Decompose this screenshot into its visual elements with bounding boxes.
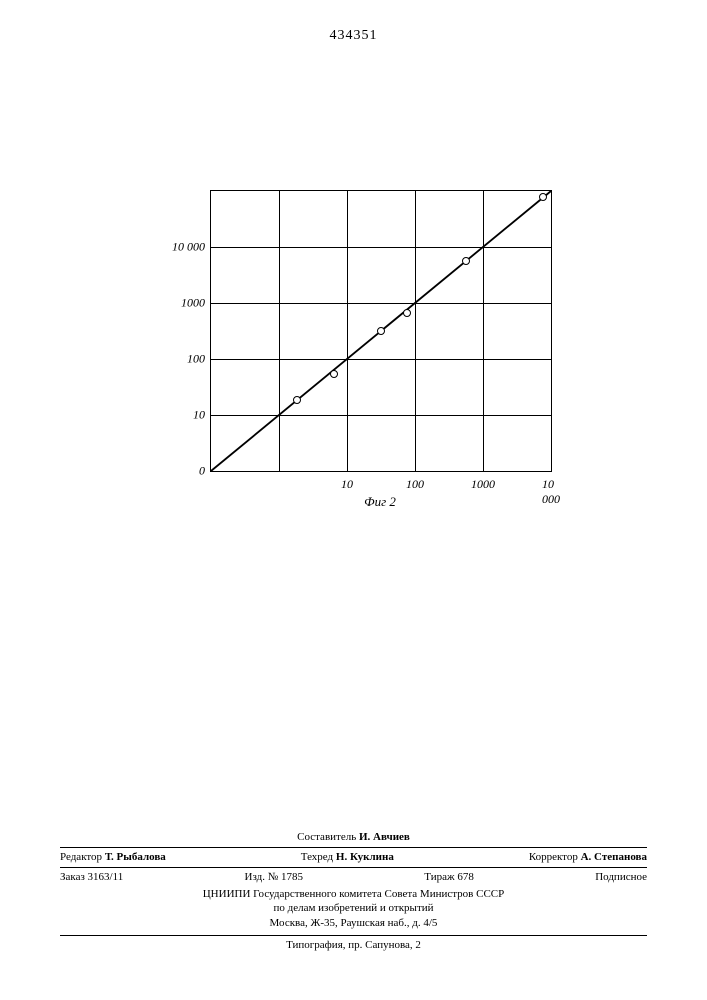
- y-tick-10000: 10 000: [145, 240, 205, 255]
- chart-plot-area: 0 10 100 1000 10 000 10 100 1000 10 000: [210, 190, 552, 472]
- y-tick-10: 10: [145, 408, 205, 423]
- corrector-label: Корректор: [529, 851, 578, 863]
- page-number: 434351: [0, 28, 707, 44]
- editor-name: Т. Рыбалова: [105, 851, 166, 863]
- x-tick-10000: 10 000: [542, 477, 560, 507]
- org-line-1: ЦНИИПИ Государственного комитета Совета …: [60, 887, 647, 902]
- org-line-2: по делам изобретений и открытий: [60, 901, 647, 916]
- y-tick-0: 0: [145, 464, 205, 479]
- editor-cell: Редактор Т. Рыбалова: [60, 850, 166, 865]
- typography-line: Типография, пр. Сапунова, 2: [60, 935, 647, 953]
- subscription: Подписное: [595, 870, 647, 885]
- print-run: Тираж 678: [424, 870, 474, 885]
- x-tick-10: 10: [341, 477, 353, 492]
- credits-row: Редактор Т. Рыбалова Техред Н. Куклина К…: [60, 847, 647, 868]
- data-point: [403, 309, 411, 317]
- editor-label: Редактор: [60, 851, 102, 863]
- techred-label: Техред: [301, 851, 333, 863]
- order-number: Заказ 3163/11: [60, 870, 123, 885]
- data-point: [462, 257, 470, 265]
- print-info-row: Заказ 3163/11 Изд. № 1785 Тираж 678 Подп…: [60, 868, 647, 887]
- x-tick-100: 100: [406, 477, 424, 492]
- techred-name: Н. Куклина: [336, 851, 394, 863]
- techred-cell: Техред Н. Куклина: [301, 850, 394, 865]
- x-tick-1000: 1000: [471, 477, 495, 492]
- corrector-cell: Корректор А. Степанова: [529, 850, 647, 865]
- org-address: Москва, Ж-35, Раушская наб., д. 4/5: [60, 916, 647, 931]
- data-point: [377, 327, 385, 335]
- chart-container: 0 10 100 1000 10 000 10 100 1000 10 000 …: [150, 190, 550, 510]
- data-point: [293, 396, 301, 404]
- y-tick-1000: 1000: [145, 296, 205, 311]
- data-point: [539, 193, 547, 201]
- compiler-line: Составитель И. Авчиев: [60, 830, 647, 847]
- compiler-label: Составитель: [297, 831, 356, 843]
- imprint-block: Составитель И. Авчиев Редактор Т. Рыбало…: [60, 830, 647, 953]
- data-point: [330, 370, 338, 378]
- compiler-name: И. Авчиев: [359, 831, 410, 843]
- y-tick-100: 100: [145, 352, 205, 367]
- corrector-name: А. Степанова: [581, 851, 647, 863]
- figure-caption: Фиг 2: [210, 494, 550, 510]
- edition-number: Изд. № 1785: [245, 870, 303, 885]
